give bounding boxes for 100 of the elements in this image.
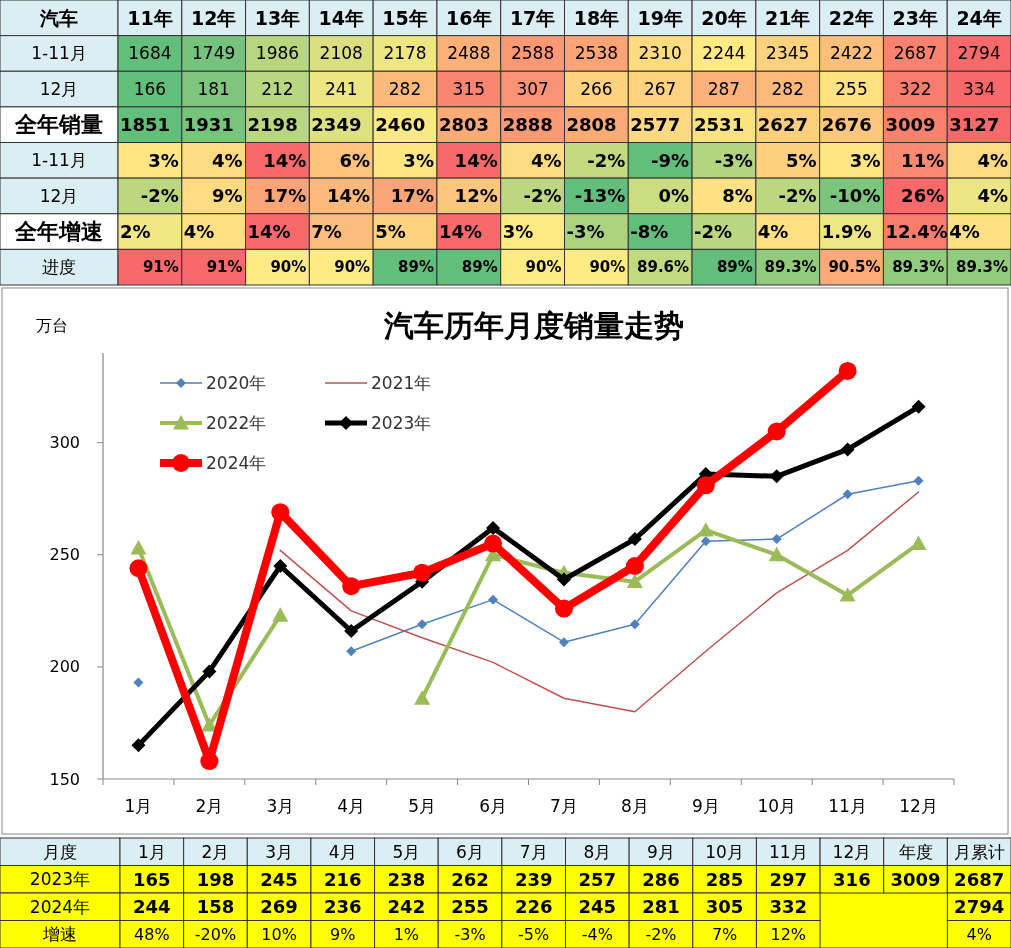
point <box>200 752 219 771</box>
data-label: 90% <box>589 258 626 277</box>
data-label: 90.5% <box>828 258 881 277</box>
x-tick-label: 24年 <box>956 6 1002 29</box>
point <box>767 422 786 441</box>
line-series <box>279 491 920 713</box>
x-tick-label: 7月 <box>550 796 578 816</box>
y-tick-label: 进度 <box>42 257 76 278</box>
data-label: -2% <box>778 185 817 207</box>
data-label: 1749 <box>192 43 236 64</box>
data-label: 2531 <box>694 114 745 136</box>
point <box>488 594 499 605</box>
point <box>911 399 926 414</box>
x-tick-label: 年度 <box>898 841 933 862</box>
point <box>626 573 643 589</box>
point <box>625 557 644 575</box>
point <box>913 475 924 486</box>
x-tick-label: 12月 <box>899 796 938 816</box>
data-label: 1.9% <box>821 221 872 243</box>
data-label: 2803 <box>438 114 490 136</box>
data-label: 4% <box>977 149 1008 171</box>
data-label: 2627 <box>757 114 808 136</box>
x-tick-label: 2月 <box>195 796 224 816</box>
data-label: 262 <box>451 868 489 890</box>
data-label: 239 <box>514 868 553 890</box>
data-label: 287 <box>707 79 741 100</box>
data-label: 89.3% <box>955 258 1008 277</box>
data-label: 90% <box>525 258 562 277</box>
point <box>700 536 711 547</box>
x-tick-label: 1月 <box>124 796 153 816</box>
x-tick-label: 5月 <box>408 796 437 816</box>
point <box>629 619 640 630</box>
data-label: 282 <box>771 79 804 100</box>
data-label: 3009 <box>890 868 941 890</box>
data-label: 2422 <box>829 43 874 64</box>
legend-label: 2021年 <box>371 373 432 393</box>
x-tick-label: 9月 <box>647 841 675 862</box>
point <box>839 587 856 602</box>
x-tick-label: 5月 <box>392 841 421 862</box>
data-label: 17% <box>263 185 307 207</box>
y-tick-label: 1-11月 <box>31 43 87 64</box>
data-label: 17% <box>390 185 434 207</box>
data-label: -20% <box>194 924 237 944</box>
data-label: 2588 <box>510 43 555 64</box>
data-label: 4% <box>530 149 562 171</box>
point <box>627 532 642 547</box>
data-label: 1986 <box>255 43 300 64</box>
legend-label: 2020年 <box>206 373 267 393</box>
data-label: 14% <box>454 149 498 171</box>
y-axis-title: 万台 <box>36 315 68 335</box>
x-tick-label: 6月 <box>479 796 507 816</box>
data-label: 2310 <box>638 43 682 64</box>
data-label: 1851 <box>120 114 171 136</box>
data-label: 2794 <box>954 896 1005 918</box>
data-label: 165 <box>133 868 171 890</box>
data-label: 2577 <box>630 114 681 136</box>
y-tick-label: 150 <box>49 769 80 789</box>
point <box>202 664 217 679</box>
data-label: 3% <box>403 149 434 171</box>
data-label: 297 <box>769 868 808 890</box>
data-label: 0% <box>658 185 690 207</box>
data-label: 4% <box>966 924 992 944</box>
data-label: -3% <box>714 149 753 171</box>
data-label: 3% <box>849 149 881 171</box>
data-label: 89.3% <box>892 258 945 277</box>
data-label: -2% <box>645 924 677 944</box>
data-label: 3% <box>148 149 179 171</box>
data-label: 322 <box>899 79 932 100</box>
x-tick-label: 12月 <box>832 841 872 862</box>
chart-title: 汽车 <box>39 6 78 29</box>
x-tick-label: 15年 <box>382 6 428 29</box>
data-label: 4% <box>757 221 789 243</box>
x-tick-label: 19年 <box>637 6 683 29</box>
point <box>484 534 503 553</box>
data-label: 2349 <box>311 114 362 136</box>
point <box>554 599 573 618</box>
data-label: 255 <box>451 896 489 918</box>
chart-title: 汽车历年月度销量走势 <box>383 307 684 343</box>
data-label: 2687 <box>954 868 1005 890</box>
x-tick-label: 3月 <box>265 841 294 862</box>
data-label: 4% <box>183 221 215 243</box>
point <box>273 559 288 573</box>
data-label: 166 <box>133 79 167 100</box>
point <box>342 577 361 596</box>
data-label: 2538 <box>574 43 619 64</box>
legend-label: 2024年 <box>206 453 267 473</box>
data-label: 4% <box>949 221 980 243</box>
data-label: 236 <box>323 896 362 918</box>
point <box>556 572 571 587</box>
data-label: 89.3% <box>764 258 817 277</box>
data-label: 11% <box>901 149 945 171</box>
data-label: 2676 <box>821 114 872 136</box>
x-tick-label: 14年 <box>318 6 364 29</box>
y-tick-label: 增速 <box>42 924 77 945</box>
point <box>771 534 782 545</box>
data-label: 226 <box>514 896 553 918</box>
x-tick-label: 4月 <box>337 796 366 816</box>
legend-label: 2022年 <box>206 413 267 433</box>
data-label: 2178 <box>383 43 427 64</box>
point <box>129 559 148 578</box>
